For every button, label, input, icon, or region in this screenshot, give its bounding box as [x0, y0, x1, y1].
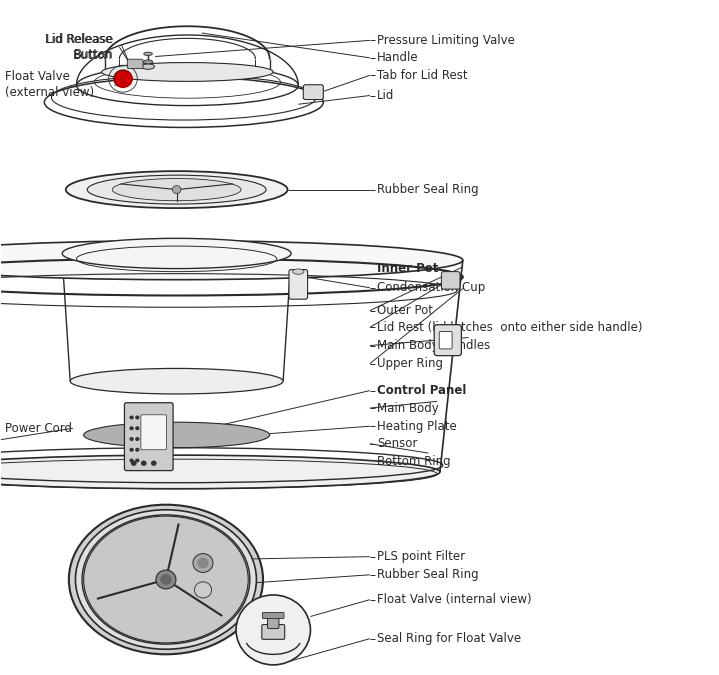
Text: Power Cord: Power Cord: [5, 422, 72, 435]
Circle shape: [135, 416, 139, 419]
Text: Upper Ring: Upper Ring: [377, 357, 443, 370]
Circle shape: [129, 448, 134, 452]
Circle shape: [135, 426, 139, 430]
Circle shape: [131, 460, 137, 466]
Text: Seal Ring for Float Valve: Seal Ring for Float Valve: [377, 632, 521, 645]
FancyBboxPatch shape: [289, 269, 308, 299]
Ellipse shape: [87, 175, 266, 204]
Text: Rubber Seal Ring: Rubber Seal Ring: [377, 568, 479, 581]
Ellipse shape: [70, 369, 283, 394]
Ellipse shape: [83, 516, 248, 643]
Text: Main Body: Main Body: [377, 402, 439, 414]
Text: Lid: Lid: [377, 89, 394, 102]
Ellipse shape: [101, 63, 273, 82]
Text: Tab for Lid Rest: Tab for Lid Rest: [377, 69, 467, 82]
FancyBboxPatch shape: [127, 59, 143, 69]
Circle shape: [135, 448, 139, 452]
Text: Handle: Handle: [377, 51, 418, 64]
Circle shape: [141, 460, 147, 466]
FancyBboxPatch shape: [267, 614, 279, 628]
Text: Bottom Ring: Bottom Ring: [377, 456, 451, 468]
Ellipse shape: [293, 269, 304, 274]
Ellipse shape: [69, 505, 263, 654]
FancyBboxPatch shape: [141, 415, 167, 450]
Text: Float Valve
(external view): Float Valve (external view): [5, 70, 94, 99]
Circle shape: [173, 186, 181, 194]
Circle shape: [114, 70, 132, 88]
Text: Lid Release
Button: Lid Release Button: [45, 32, 112, 61]
FancyBboxPatch shape: [262, 612, 284, 618]
Text: Lid Rest (lid latches  onto either side handle): Lid Rest (lid latches onto either side h…: [377, 321, 643, 334]
Text: Sensor: Sensor: [377, 437, 417, 450]
Ellipse shape: [0, 241, 463, 279]
Circle shape: [160, 574, 172, 585]
Ellipse shape: [142, 64, 155, 70]
Text: PLS point Filter: PLS point Filter: [377, 550, 465, 563]
Circle shape: [129, 426, 134, 430]
Text: Float Valve (internal view): Float Valve (internal view): [377, 593, 531, 606]
FancyBboxPatch shape: [303, 85, 324, 99]
Circle shape: [129, 437, 134, 441]
Text: Outer Pot: Outer Pot: [377, 304, 433, 317]
Text: Heating Plate: Heating Plate: [377, 420, 457, 433]
Circle shape: [156, 570, 176, 589]
Circle shape: [151, 460, 157, 466]
Text: Rubber Seal Ring: Rubber Seal Ring: [377, 183, 479, 196]
Circle shape: [236, 595, 311, 665]
Circle shape: [197, 558, 209, 568]
Circle shape: [135, 437, 139, 441]
Ellipse shape: [112, 178, 241, 200]
Ellipse shape: [65, 171, 288, 208]
Ellipse shape: [82, 515, 249, 644]
FancyBboxPatch shape: [439, 331, 452, 349]
Ellipse shape: [83, 422, 270, 448]
Text: Main Body Handles: Main Body Handles: [377, 339, 490, 352]
Ellipse shape: [143, 60, 152, 64]
FancyBboxPatch shape: [434, 325, 462, 356]
Text: Condensation Cup: Condensation Cup: [377, 281, 485, 294]
Circle shape: [129, 416, 134, 419]
Circle shape: [193, 554, 213, 572]
Ellipse shape: [0, 455, 440, 489]
Ellipse shape: [144, 52, 152, 55]
Text: Inner Pot: Inner Pot: [377, 262, 439, 275]
Ellipse shape: [75, 510, 257, 649]
Text: Control Panel: Control Panel: [377, 384, 467, 397]
Circle shape: [129, 458, 134, 462]
Circle shape: [135, 458, 139, 462]
Text: Pressure Limiting Valve: Pressure Limiting Valve: [377, 34, 515, 47]
FancyBboxPatch shape: [262, 624, 285, 639]
Ellipse shape: [63, 238, 291, 269]
FancyBboxPatch shape: [441, 271, 460, 289]
Circle shape: [194, 582, 211, 598]
FancyBboxPatch shape: [124, 403, 173, 470]
Text: Lid Release
Button: Lid Release Button: [47, 33, 114, 61]
